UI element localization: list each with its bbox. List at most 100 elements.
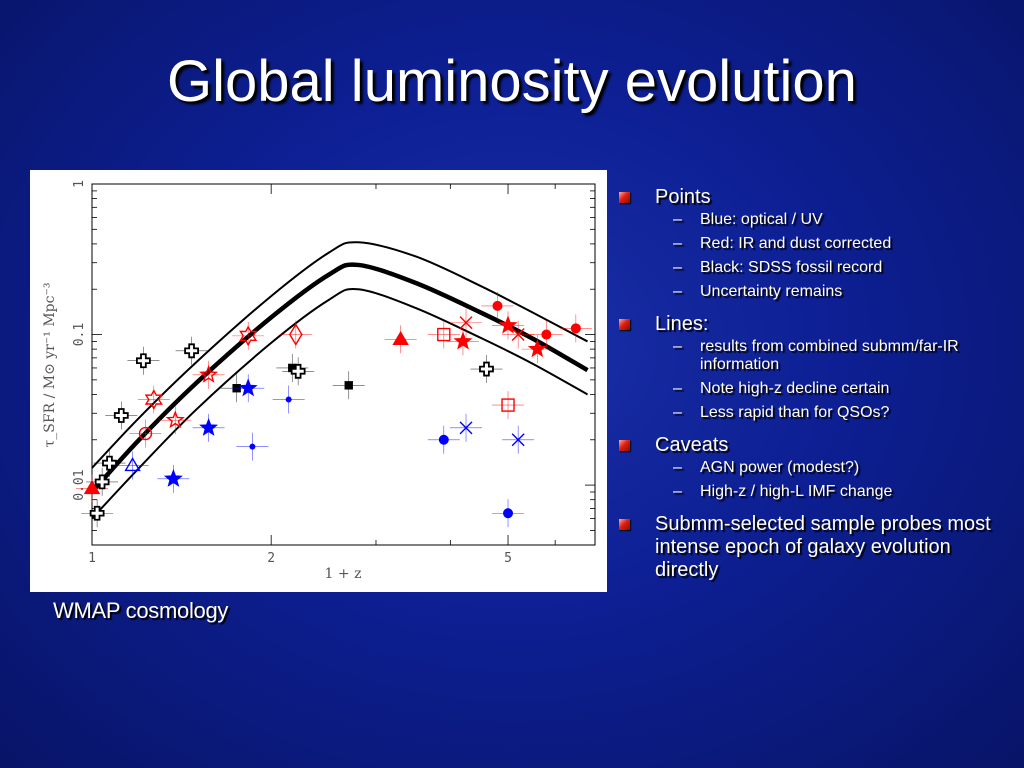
cross-marker — [113, 408, 129, 423]
sub-bullet-text: Note high-z decline certain — [700, 380, 890, 397]
x-tick-label: 2 — [267, 551, 275, 566]
dash-icon: – — [673, 235, 682, 252]
sub-bullet-list: – Blue: optical / UV – Red: IR and dust cor… — [616, 211, 1016, 301]
bullet-item: Points — [616, 186, 1016, 209]
plot-frame — [91, 183, 596, 546]
sub-bullet-text: results from combined submm/far-IR infor… — [700, 338, 959, 373]
sub-bullet-item: – Black: SDSS fossil record — [616, 259, 1016, 277]
sub-bullet-item: – Note high-z decline certain — [616, 380, 1016, 398]
circle-marker — [138, 426, 153, 441]
data-point-fossil — [282, 357, 315, 386]
dash-icon: – — [673, 211, 682, 228]
diamond-marker — [288, 323, 303, 346]
cross-marker — [290, 363, 306, 379]
tick-layer: 1 2 5 0.01 0.1 1 — [72, 180, 596, 566]
sub-bullet-item: – High-z / high-L IMF change — [616, 483, 1016, 501]
data-point-optical — [272, 385, 305, 414]
y-tick-label: 0.1 — [72, 323, 87, 346]
data-point-optical — [192, 413, 225, 442]
bullet-square-icon — [619, 319, 630, 330]
dash-icon: – — [673, 483, 682, 500]
data-point-ir — [450, 308, 483, 337]
sub-bullet-text: AGN power (modest?) — [700, 459, 860, 476]
data-point-fossil — [276, 353, 309, 382]
triangle-marker — [83, 480, 101, 495]
data-point-optical — [232, 374, 265, 403]
star-marker — [165, 410, 185, 429]
triangle-marker — [392, 330, 409, 345]
bullet-text: Lines: — [655, 313, 709, 335]
dash-icon: – — [673, 338, 682, 355]
sub-bullet-list: – results from combined submm/far-IR info… — [616, 338, 1016, 422]
data-point-ir — [521, 335, 554, 364]
data-point-fossil — [332, 371, 365, 400]
x-marker — [459, 421, 473, 435]
bullet-section: Lines: – results from combined submm/far-I… — [616, 313, 1016, 422]
x-axis-label: 1 + z — [325, 566, 362, 582]
data-point-optical — [236, 432, 269, 461]
x-marker — [459, 316, 473, 330]
bullet-square-icon — [619, 519, 630, 530]
sub-bullet-item: – Red: IR and dust corrected — [616, 235, 1016, 253]
x-tick-label: 1 — [88, 551, 96, 566]
data-point-optical — [116, 451, 149, 480]
bullet-text: Submm-selected sample probes most intens… — [655, 513, 991, 581]
sub-bullet-item: – Blue: optical / UV — [616, 211, 1016, 229]
y-tick-label: 0.01 — [72, 469, 87, 500]
data-point-fossil — [81, 499, 114, 528]
model-curve-lower — [91, 287, 588, 520]
star-marker — [527, 339, 547, 358]
dot-marker — [438, 434, 449, 445]
square-marker — [344, 381, 353, 390]
sub-bullet-item: – results from combined submm/far-IR info… — [616, 338, 1016, 374]
x-marker — [511, 328, 525, 342]
triangle-marker — [124, 457, 141, 472]
data-point-ir — [530, 320, 563, 349]
star-marker — [498, 315, 518, 334]
sub-bullet-text: High-z / high-L IMF change — [700, 483, 893, 500]
star-marker — [238, 378, 258, 397]
dot-marker — [503, 508, 514, 519]
data-point-fossil — [175, 336, 208, 365]
y-axis-label: τ_SFR / M⊙ yr⁻¹ Mpc⁻³ — [42, 283, 58, 448]
data-point-ir — [481, 291, 514, 320]
sub-bullet-item: – AGN power (modest?) — [616, 459, 1016, 477]
bullet-section: Caveats – AGN power (modest?) – High-z / hig… — [616, 434, 1016, 501]
sub-bullet-list: – AGN power (modest?) – High-z / high-L IMF… — [616, 459, 1016, 501]
dash-icon: – — [673, 459, 682, 476]
sfr-chart: 1 2 5 0.01 0.1 1 1 + z τ_SFR / M⊙ yr⁻¹ Mpc⁻³ — [42, 180, 596, 582]
data-point-ir — [159, 406, 192, 435]
dash-icon: – — [673, 283, 682, 300]
data-point-fossil — [127, 346, 160, 375]
star-marker — [199, 364, 219, 383]
cross-marker — [89, 505, 105, 521]
dot-marker — [541, 329, 552, 340]
sub-bullet-text: Blue: optical / UV — [700, 211, 823, 228]
data-point-ir — [137, 385, 170, 414]
data-point-ir — [427, 320, 460, 349]
point-layer — [76, 291, 592, 528]
data-point-ir — [492, 391, 525, 420]
x-marker — [511, 433, 525, 447]
sub-bullet-text: Less rapid than for QSOs? — [700, 404, 890, 421]
slide-title: Global luminosity evolution — [167, 49, 857, 114]
bullet-item: Submm-selected sample probes most intens… — [616, 513, 1016, 582]
x-tick-label: 5 — [504, 551, 512, 566]
y-tick-label: 1 — [72, 180, 87, 188]
bullet-text: Points — [655, 186, 711, 208]
sub-bullet-item: – Uncertainty remains — [616, 283, 1016, 301]
bullet-text: Caveats — [655, 434, 729, 456]
data-point-optical — [157, 464, 190, 493]
data-point-ir — [559, 314, 592, 343]
square-marker — [501, 398, 515, 412]
dot-marker — [570, 323, 581, 334]
square-marker — [437, 327, 451, 342]
sub-bullet-item: – Less rapid than for QSOs? — [616, 404, 1016, 422]
star6-marker — [144, 389, 163, 411]
star-marker — [199, 417, 219, 436]
data-point-optical — [502, 425, 535, 454]
star-marker — [453, 331, 473, 350]
star-marker — [163, 468, 183, 487]
data-point-ir — [76, 474, 108, 503]
dash-icon: – — [673, 259, 682, 276]
